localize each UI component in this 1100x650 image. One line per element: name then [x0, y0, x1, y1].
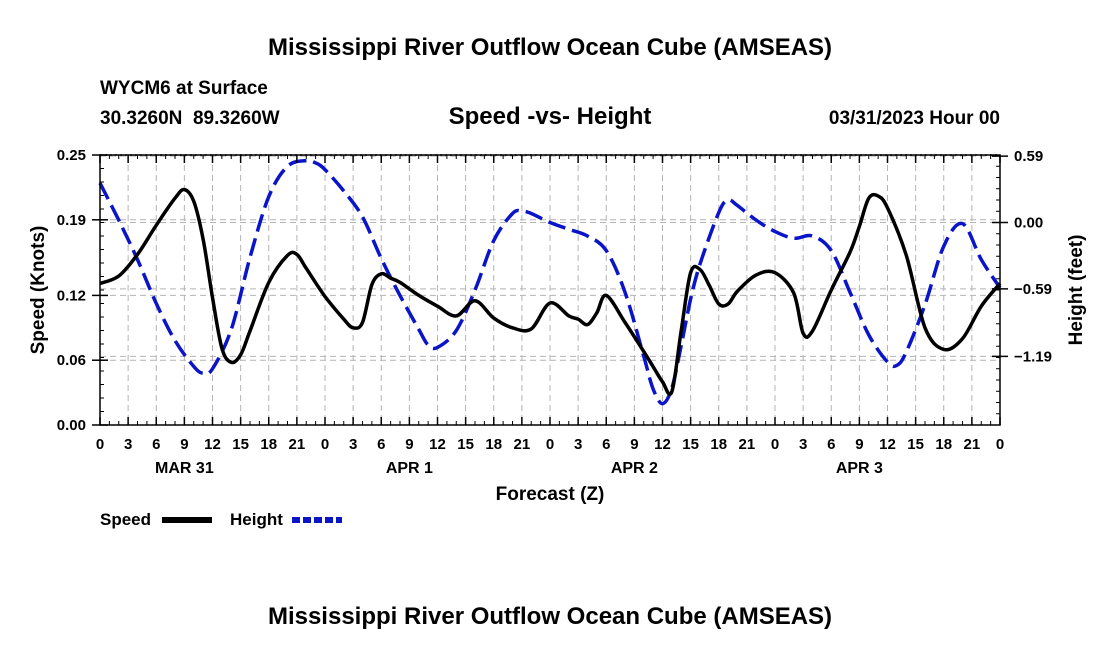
- y-right-tick-label: 0.00: [1014, 215, 1043, 232]
- x-tick-label: 9: [405, 436, 413, 453]
- y-left-tick-label: 0.12: [57, 287, 86, 304]
- x-tick-label: 6: [602, 436, 610, 453]
- x-tick-label: 0: [546, 436, 554, 453]
- y-left-tick-label: 0.06: [57, 352, 86, 369]
- grid: [100, 155, 1000, 425]
- day-label: APR 2: [611, 460, 658, 477]
- y-right-tick-label: −1.19: [1014, 348, 1052, 365]
- x-tick-label: 18: [935, 436, 952, 453]
- x-tick-label: 3: [574, 436, 582, 453]
- station-name: WYCM6 at Surface: [100, 78, 268, 99]
- x-tick-label: 0: [96, 436, 104, 453]
- y-left-axis-label: Speed (Knots): [28, 226, 49, 355]
- x-tick-label: 9: [630, 436, 638, 453]
- x-tick-label: 9: [855, 436, 863, 453]
- station-coords: 30.3260N 89.3260W: [100, 108, 280, 129]
- x-tick-label: 0: [996, 436, 1004, 453]
- x-axis-label: Forecast (Z): [496, 484, 605, 505]
- x-tick-label: 3: [799, 436, 807, 453]
- day-label: APR 3: [836, 460, 883, 477]
- legend: Speed Height: [100, 510, 342, 529]
- y-left-tick-label: 0.19: [57, 212, 86, 229]
- x-tick-label: 15: [682, 436, 699, 453]
- x-tick-label: 21: [289, 436, 306, 453]
- x-tick-label: 18: [485, 436, 502, 453]
- y-right-tick-label: −0.59: [1014, 281, 1052, 298]
- x-tick-label: 12: [429, 436, 446, 453]
- legend-height-label: Height: [230, 510, 283, 529]
- y-left-tick-label: 0.00: [57, 417, 86, 434]
- x-tick-label: 12: [654, 436, 671, 453]
- series-line-height: [98, 158, 1002, 406]
- x-tick-label: 18: [710, 436, 727, 453]
- day-label: APR 1: [386, 460, 433, 477]
- x-tick-label: 21: [739, 436, 756, 453]
- axis-ticks: [92, 154, 1008, 426]
- x-tick-label: 21: [964, 436, 981, 453]
- series-layer: [98, 158, 1002, 406]
- x-tick-label: 3: [349, 436, 357, 453]
- x-tick-label: 12: [879, 436, 896, 453]
- footer-title: Mississippi River Outflow Ocean Cube (AM…: [268, 603, 832, 630]
- x-tick-label: 6: [377, 436, 385, 453]
- y-right-axis-label: Height (feet): [1066, 235, 1087, 346]
- x-tick-label: 0: [321, 436, 329, 453]
- run-label: 03/31/2023 Hour 00: [829, 108, 1000, 129]
- x-tick-label: 21: [514, 436, 531, 453]
- x-tick-label: 18: [260, 436, 277, 453]
- y-left-tick-label: 0.25: [57, 147, 86, 164]
- x-tick-label: 15: [232, 436, 249, 453]
- x-tick-label: 0: [771, 436, 779, 453]
- x-tick-label: 6: [152, 436, 160, 453]
- page-title: Mississippi River Outflow Ocean Cube (AM…: [268, 34, 832, 61]
- series-line-speed: [99, 187, 1002, 396]
- legend-speed-label: Speed: [100, 510, 151, 529]
- x-tick-label: 15: [457, 436, 474, 453]
- x-tick-label: 9: [180, 436, 188, 453]
- x-tick-label: 15: [907, 436, 924, 453]
- x-tick-label: 6: [827, 436, 835, 453]
- x-tick-label: 12: [204, 436, 221, 453]
- y-right-tick-label: 0.59: [1014, 148, 1043, 165]
- chart-title: Speed -vs- Height: [449, 103, 652, 130]
- x-tick-label: 3: [124, 436, 132, 453]
- axis-labels: 0 3 6 9 12 15 18 21 0 3 6 9 12 15 18 21 0 3 6 9 12 15 18 21 0 3 6 9…: [57, 147, 1052, 477]
- day-label: MAR 31: [155, 460, 214, 477]
